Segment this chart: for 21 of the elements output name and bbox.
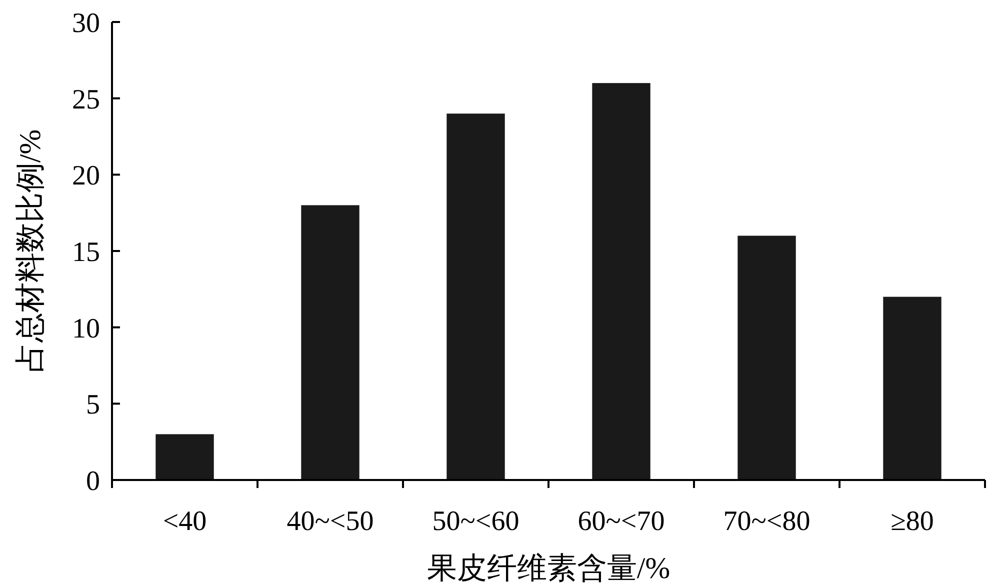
y-tick-label: 5 (86, 390, 100, 421)
x-tick-label: ≥80 (890, 506, 934, 537)
x-axis-title: 果皮纤维素含量/% (426, 552, 670, 585)
bar (156, 434, 214, 480)
bar (592, 83, 650, 480)
bar (738, 236, 796, 480)
y-tick-label: 0 (86, 466, 100, 497)
y-tick-label: 20 (72, 160, 100, 192)
x-tick-label: <40 (162, 506, 207, 537)
x-tick-label: 60~<70 (578, 506, 665, 537)
y-tick-label: 25 (72, 84, 100, 116)
y-tick-label: 15 (72, 237, 100, 268)
bar (883, 296, 942, 480)
bar (301, 205, 360, 480)
x-tick-label: 70~<80 (723, 506, 810, 537)
y-axis-title: 占总材料数比例/% (14, 129, 47, 373)
bar (446, 114, 505, 480)
y-tick-label: 10 (72, 313, 100, 344)
x-tick-label: 50~<60 (432, 506, 520, 537)
x-tick-label: 40~<50 (286, 506, 374, 537)
y-tick-label: 30 (72, 8, 100, 39)
